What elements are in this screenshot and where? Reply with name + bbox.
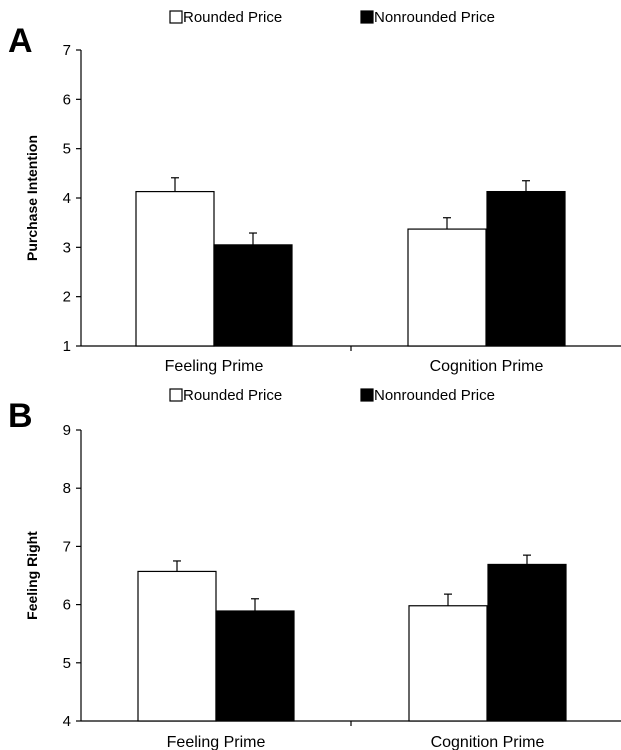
legend-label-rounded: Rounded Price — [183, 387, 282, 404]
y-tick-label: 8 — [63, 480, 71, 497]
category-label: Cognition Prime — [431, 734, 545, 750]
bar-nonrounded-cognition — [486, 190, 566, 347]
category-label: Cognition Prime — [430, 358, 544, 375]
legend-swatch-rounded — [169, 10, 183, 24]
bar-rounded-feeling — [135, 190, 215, 347]
y-axis-title: Feeling Right — [24, 531, 40, 620]
y-tick-label: 4 — [63, 713, 71, 730]
y-tick-label: 1 — [63, 338, 71, 355]
bar-rounded-cognition — [408, 605, 488, 722]
bar-rounded-feeling — [137, 570, 217, 722]
legend-swatch-rounded — [169, 388, 183, 402]
category-label: Feeling Prime — [167, 734, 266, 750]
category-label: Feeling Prime — [165, 358, 264, 375]
legend-swatch-nonrounded — [360, 388, 374, 402]
y-tick-label: 6 — [63, 597, 71, 614]
y-axis-title: Purchase Intention — [24, 135, 40, 261]
bar-rounded-cognition — [407, 228, 487, 347]
legend-label-nonrounded: Nonrounded Price — [374, 9, 495, 26]
legend-swatch-nonrounded — [360, 10, 374, 24]
panel-label: A — [8, 22, 33, 60]
y-tick-label: 7 — [63, 538, 71, 555]
y-tick-label: 7 — [63, 42, 71, 59]
y-tick-label: 4 — [63, 190, 71, 207]
y-tick-label: 6 — [63, 91, 71, 108]
legend-label-rounded: Rounded Price — [183, 9, 282, 26]
bar-nonrounded-feeling — [215, 610, 295, 722]
panel-label: B — [8, 397, 33, 435]
bar-nonrounded-feeling — [213, 244, 293, 347]
y-tick-label: 5 — [63, 655, 71, 672]
bar-nonrounded-cognition — [487, 563, 567, 722]
legend-label-nonrounded: Nonrounded Price — [374, 387, 495, 404]
y-tick-label: 9 — [63, 422, 71, 439]
y-tick-label: 3 — [63, 239, 71, 256]
y-tick-label: 5 — [63, 141, 71, 158]
y-tick-label: 2 — [63, 289, 71, 306]
